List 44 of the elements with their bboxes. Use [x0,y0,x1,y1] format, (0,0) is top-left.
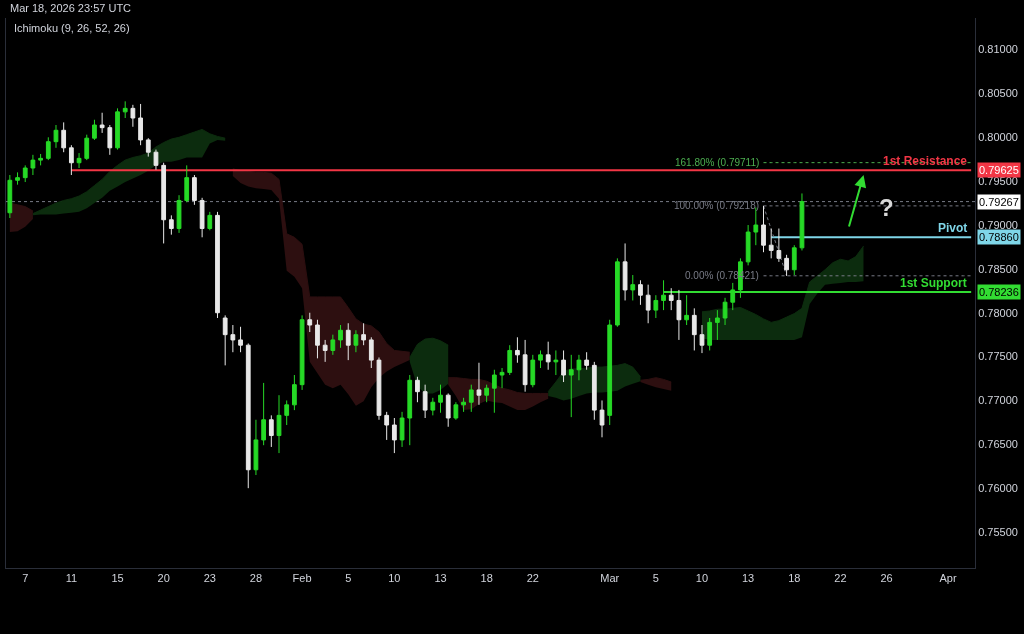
x-tick-label: 23 [203,572,216,585]
y-tick-label: 0.80500 [978,87,1018,100]
y-tick-label: 0.78500 [978,262,1018,275]
text: Mar 18, 2026 23:57 UTC [10,2,132,14]
x-tick-label: 13 [742,572,755,585]
x-tick-label: Feb [292,572,312,585]
x-tick-label: 13 [434,572,447,585]
x-tick-label: Apr [939,572,957,585]
x-tick-label: 10 [388,572,401,585]
y-tick-label: 0.77000 [978,394,1018,407]
x-tick-label: Mar [600,572,620,585]
x-tick-label: 22 [834,572,847,585]
y-tick-label: 0.79000 [978,218,1018,231]
y-tick-label: 0.80000 [978,131,1018,144]
x-tick-label: 20 [157,572,170,585]
x-tick-label: 22 [526,572,539,585]
ref-line-label: 0.79267 [979,196,1019,208]
data-label: 0.79625 [979,164,1019,176]
series-label: 100.00% (0.79218) [674,200,760,211]
x-tick-label: 26 [880,572,893,585]
x-tick-label: 28 [249,572,263,585]
series-label: Pivot [938,221,968,235]
y-tick-label: 0.77500 [978,350,1018,363]
annotation: ? [879,194,894,221]
x-tick-label: 5 [345,572,352,585]
series-label: 1st Support [900,276,967,290]
y-tick-label: 0.78000 [978,306,1018,319]
y-tick-label: 0.81000 [978,43,1018,56]
y-tick-label: 0.79500 [978,175,1018,188]
x-tick-label: 11 [65,572,78,585]
y-tick-label: 0.76000 [978,482,1018,495]
x-tick-label: 5 [652,572,659,585]
series-label: 161.80% (0.79711) [675,157,760,168]
x-tick-label: 10 [695,572,709,585]
annotation: Ichimoku (9, 26, 52, 26) [14,22,130,34]
data-label: 0.78860 [979,231,1019,243]
x-tick-label: 7 [22,572,29,585]
x-tick-label: 15 [111,572,124,585]
y-tick-label: 0.75500 [978,525,1018,538]
y-tick-label: 0.76500 [978,438,1018,451]
data-label: 0.78236 [979,286,1019,298]
x-tick-label: 18 [480,572,493,585]
x-tick-label: 18 [788,572,801,585]
series-label: 1st Resistance [883,154,968,168]
